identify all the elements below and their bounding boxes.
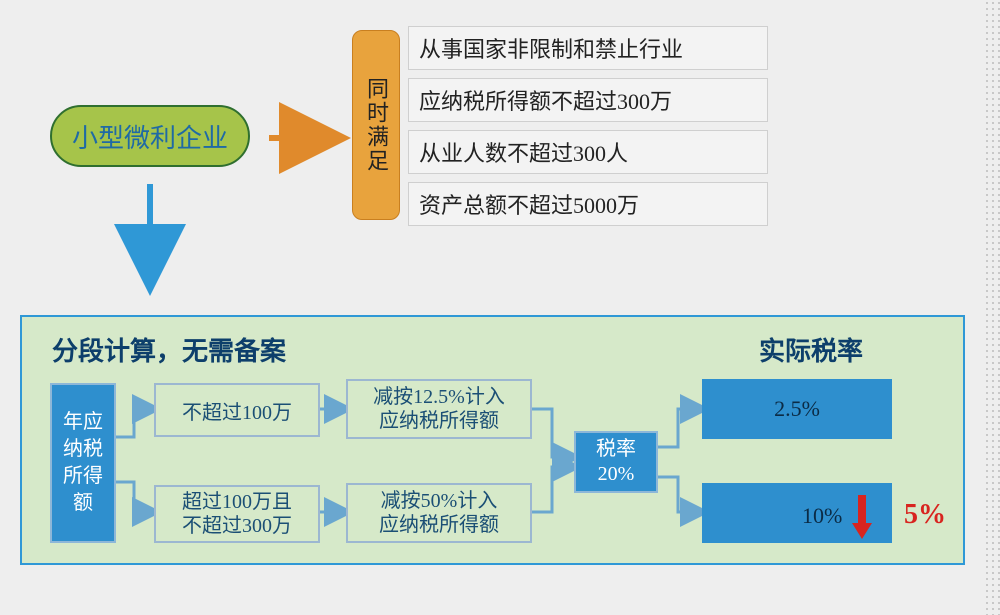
flow-calc1-label: 减按12.5%计入应纳税所得额 — [373, 385, 505, 433]
condition-item: 从事国家非限制和禁止行业 — [408, 26, 768, 70]
flow-result2-label: 10% — [802, 503, 842, 529]
flow-tier2-label: 超过100万且不超过300万 — [182, 490, 292, 538]
result2-after-text: 5% — [904, 499, 946, 530]
arrow-right-icon — [265, 118, 335, 158]
flow-calc2-box: 减按50%计入应纳税所得额 — [346, 483, 532, 543]
condition-item: 资产总额不超过5000万 — [408, 182, 768, 226]
condition-item: 应纳税所得额不超过300万 — [408, 78, 768, 122]
red-down-arrow-icon — [850, 493, 874, 541]
entity-pill: 小型微利企业 — [50, 105, 250, 167]
slide-dotted-edge — [984, 0, 1000, 615]
flow-result2-box: 10% — [702, 483, 892, 543]
flow-calc1-box: 减按12.5%计入应纳税所得额 — [346, 379, 532, 439]
flow-result1-label: 2.5% — [774, 396, 820, 422]
conditions-list: 从事国家非限制和禁止行业 应纳税所得额不超过300万 从业人数不超过300人 资… — [408, 26, 768, 226]
flow-tier2-box: 超过100万且不超过300万 — [154, 485, 320, 543]
calc-panel: 分段计算，无需备案 实际税率 年应纳税所得额 不超过100万 — [20, 315, 965, 565]
conditions-bracket-box: 同时满足 — [352, 30, 400, 220]
flow-tier1-box: 不超过100万 — [154, 383, 320, 437]
flow-tier1-label: 不超过100万 — [182, 396, 292, 425]
condition-text: 从事国家非限制和禁止行业 — [419, 32, 683, 64]
condition-text: 应纳税所得额不超过300万 — [419, 84, 672, 116]
flow-rate-label: 税率20% — [596, 437, 636, 487]
flow-rate-box: 税率20% — [574, 431, 658, 493]
flow-calc2-label: 减按50%计入应纳税所得额 — [379, 489, 499, 537]
flow-result1-box: 2.5% — [702, 379, 892, 439]
flow-source-label: 年应纳税所得额 — [52, 405, 114, 521]
flow-source-box: 年应纳税所得额 — [50, 383, 116, 543]
entity-pill-label: 小型微利企业 — [72, 118, 228, 155]
result2-after-label: 5% — [904, 499, 946, 531]
condition-text: 资产总额不超过5000万 — [419, 188, 639, 220]
conditions-bracket-label: 同时满足 — [360, 77, 392, 173]
condition-item: 从业人数不超过300人 — [408, 130, 768, 174]
arrow-down-icon — [130, 180, 170, 280]
condition-text: 从业人数不超过300人 — [419, 136, 628, 168]
